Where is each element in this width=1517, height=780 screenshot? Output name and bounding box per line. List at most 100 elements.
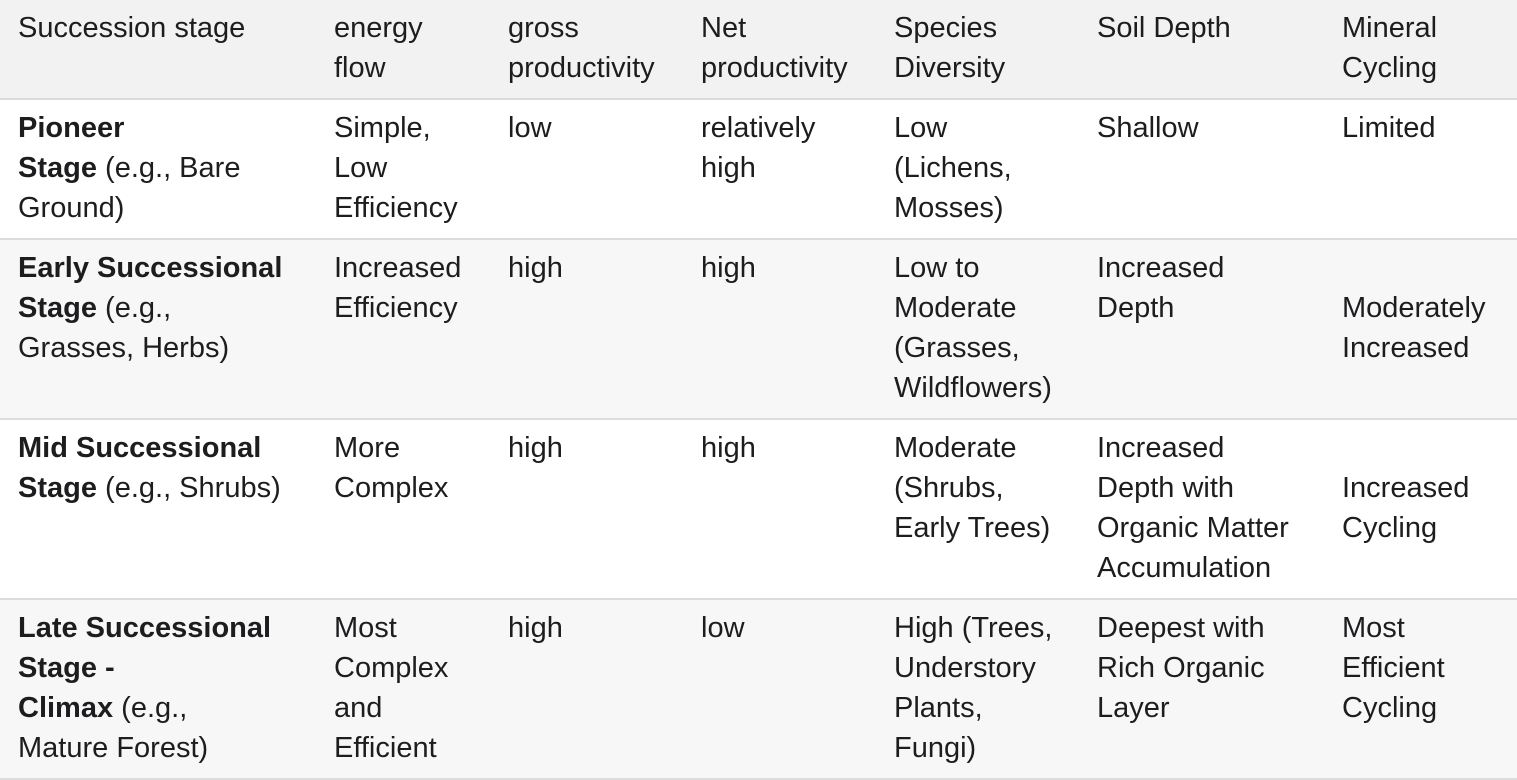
cell-line: Accumulation: [1097, 552, 1272, 584]
cell-line: high: [701, 152, 756, 184]
stage-line: Grasses, Herbs): [18, 328, 334, 368]
cell-line: Mosses): [894, 192, 1004, 224]
species-diversity-cell: High (Trees, Understory Plants, Fungi): [894, 599, 1097, 780]
stage-line: Early Successional: [18, 248, 334, 288]
species-diversity-cell: Moderate (Shrubs, Early Trees): [894, 419, 1097, 600]
stage-example: Mature Forest): [18, 732, 209, 764]
stage-line: Late Successional: [18, 608, 334, 648]
stage-line: Stage (e.g., Shrubs): [18, 468, 334, 508]
stage-name: Mid Successional: [18, 432, 262, 464]
cell-line: high: [508, 612, 563, 644]
table-row-early-successional: Early Successional Stage (e.g., Grasses,…: [0, 239, 1517, 420]
header-succession-stage: Succession stage: [0, 0, 334, 100]
header-line: Species: [894, 12, 998, 44]
header-species-diversity: Species Diversity: [894, 0, 1097, 100]
cell-line: high: [508, 252, 563, 284]
cell-line: Increased: [334, 252, 462, 284]
header-line: Net: [701, 12, 747, 44]
soil-depth-cell: Shallow: [1097, 99, 1342, 240]
cell-line: Efficiency: [334, 292, 458, 324]
soil-depth-cell: Deepest with Rich Organic Layer: [1097, 599, 1342, 780]
cell-line: Fungi): [894, 732, 977, 764]
stage-name: Pioneer: [18, 112, 125, 144]
cell-line: (Lichens,: [894, 152, 1012, 184]
species-diversity-cell: Low (Lichens, Mosses): [894, 99, 1097, 240]
header-line: productivity: [508, 52, 655, 84]
cell-line: Cycling: [1342, 692, 1438, 724]
header-line: Succession stage: [18, 12, 246, 44]
stage-example: (e.g.,: [96, 292, 172, 324]
cell-line: Increased: [1342, 332, 1470, 364]
gross-productivity-cell: low: [508, 99, 701, 240]
header-line: Soil Depth: [1097, 12, 1231, 44]
cell-line: low: [701, 612, 745, 644]
cell-line: high: [508, 432, 563, 464]
cell-line: Understory: [894, 652, 1036, 684]
gross-productivity-cell: high: [508, 239, 701, 420]
cell-line: [1342, 248, 1517, 288]
cell-line: Most: [334, 612, 397, 644]
table-row-mid-successional: Mid Successional Stage (e.g., Shrubs) Mo…: [0, 419, 1517, 600]
net-productivity-cell: high: [701, 239, 894, 420]
mineral-cycling-cell: Moderately Increased: [1342, 239, 1517, 420]
cell-line: Increased: [1342, 472, 1470, 504]
soil-depth-cell: Increased Depth: [1097, 239, 1342, 420]
energy-flow-cell: Most Complex and Efficient: [334, 599, 508, 780]
cell-line: relatively: [701, 112, 816, 144]
cell-line: Cycling: [1342, 512, 1438, 544]
header-line: Cycling: [1342, 52, 1438, 84]
stage-cell: Mid Successional Stage (e.g., Shrubs): [0, 419, 334, 600]
stage-line: Pioneer: [18, 108, 334, 148]
energy-flow-cell: Increased Efficiency: [334, 239, 508, 420]
cell-line: Complex: [334, 472, 449, 504]
stage-name: Stage: [18, 292, 97, 324]
cell-line: Early Trees): [894, 512, 1051, 544]
cell-line: high: [701, 432, 756, 464]
mineral-cycling-cell: Increased Cycling: [1342, 419, 1517, 600]
header-line: flow: [334, 52, 386, 84]
net-productivity-cell: high: [701, 419, 894, 600]
cell-line: Most: [1342, 612, 1405, 644]
stage-example: Grasses, Herbs): [18, 332, 230, 364]
stage-line: Mid Successional: [18, 428, 334, 468]
cell-line: Efficiency: [334, 192, 458, 224]
cell-line: and: [334, 692, 383, 724]
stage-line: Ground): [18, 188, 334, 228]
cell-line: Efficient: [1342, 652, 1445, 684]
mineral-cycling-cell: Most Efficient Cycling: [1342, 599, 1517, 780]
table-row-pioneer: Pioneer Stage (e.g., Bare Ground) Simple…: [0, 99, 1517, 240]
cell-line: high: [701, 252, 756, 284]
header-line: Mineral: [1342, 12, 1438, 44]
stage-line: Mature Forest): [18, 728, 334, 768]
gross-productivity-cell: high: [508, 599, 701, 780]
header-gross-productivity: gross productivity: [508, 0, 701, 100]
header-mineral-cycling: Mineral Cycling: [1342, 0, 1517, 100]
cell-line: (Shrubs,: [894, 472, 1004, 504]
cell-line: Wildflowers): [894, 372, 1052, 404]
net-productivity-cell: low: [701, 599, 894, 780]
stage-line: Stage (e.g., Bare: [18, 148, 334, 188]
stage-name: Late Successional: [18, 612, 272, 644]
cell-line: Simple,: [334, 112, 431, 144]
stage-name: Early Successional: [18, 252, 283, 284]
cell-line: Increased: [1097, 252, 1225, 284]
header-line: energy: [334, 12, 423, 44]
cell-line: Low: [334, 152, 388, 184]
stage-cell: Pioneer Stage (e.g., Bare Ground): [0, 99, 334, 240]
stage-cell: Early Successional Stage (e.g., Grasses,…: [0, 239, 334, 420]
stage-line: Climax (e.g.,: [18, 688, 334, 728]
cell-line: low: [508, 112, 552, 144]
stage-line: Stage -: [18, 648, 334, 688]
stage-name: Stage: [18, 152, 97, 184]
stage-name: Stage -: [18, 652, 115, 684]
energy-flow-cell: More Complex: [334, 419, 508, 600]
cell-line: Depth: [1097, 292, 1175, 324]
cell-line: Deepest with: [1097, 612, 1265, 644]
stage-cell: Late Successional Stage - Climax (e.g., …: [0, 599, 334, 780]
species-diversity-cell: Low to Moderate (Grasses, Wildflowers): [894, 239, 1097, 420]
stage-name: Climax: [18, 692, 114, 724]
cell-line: Depth with: [1097, 472, 1235, 504]
header-line: productivity: [701, 52, 848, 84]
cell-line: Low: [894, 112, 948, 144]
stage-example: Ground): [18, 192, 125, 224]
